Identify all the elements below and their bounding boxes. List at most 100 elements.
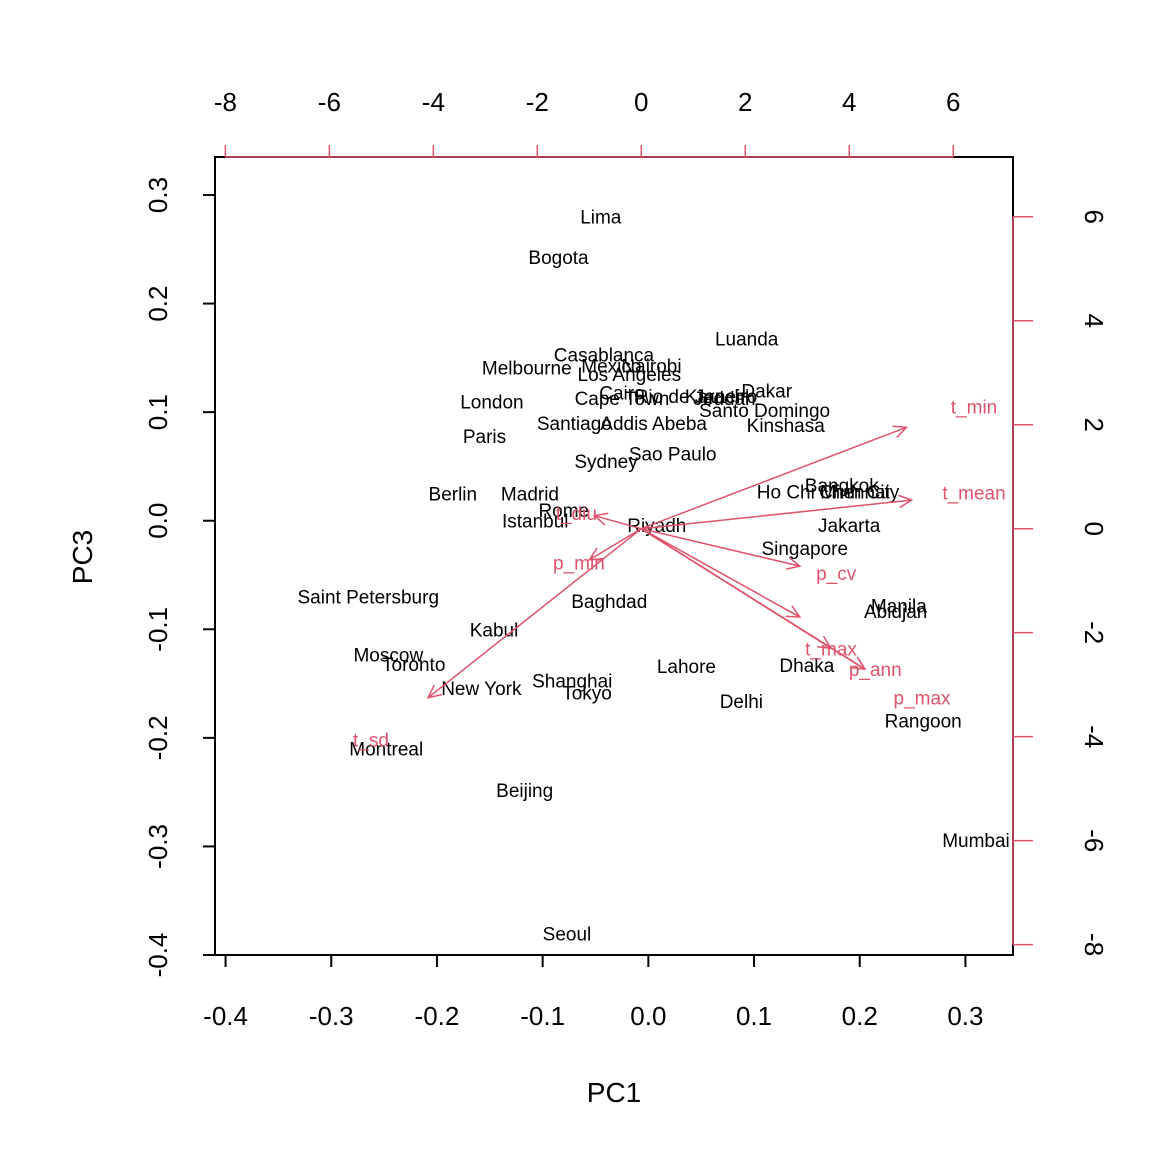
arrow-head bbox=[850, 656, 867, 670]
point-label: Santo Domingo bbox=[699, 401, 830, 422]
point-label: Delhi bbox=[720, 692, 763, 713]
loading-arrow bbox=[594, 514, 642, 530]
point-label: Sydney bbox=[574, 452, 638, 473]
point-label: Lima bbox=[580, 208, 622, 229]
left-y-axis: -0.4 -0.3 -0.2 -0.1 0.0 0.1 0.2 0.3 bbox=[143, 177, 216, 978]
right-tick-label: -2 bbox=[1079, 621, 1109, 644]
arrow-head bbox=[785, 605, 802, 618]
y-axis-title: PC3 bbox=[67, 530, 98, 584]
top-tick-label: 0 bbox=[634, 87, 648, 117]
point-label: Cape Town bbox=[575, 389, 670, 410]
point-label: Los Angeles bbox=[578, 365, 682, 386]
right-tick-label: -4 bbox=[1079, 725, 1109, 748]
point-label: Luanda bbox=[715, 329, 779, 350]
point-label: Melbourne bbox=[482, 359, 572, 380]
bottom-tick-label: -0.2 bbox=[415, 1001, 460, 1031]
left-tick-label: 0.3 bbox=[143, 177, 173, 213]
loading-arrow bbox=[427, 528, 642, 699]
arrow-head bbox=[898, 494, 914, 509]
variable-label: t_mean bbox=[942, 483, 1005, 504]
variable-label: t_sd bbox=[353, 730, 389, 751]
bottom-tick-label: -0.3 bbox=[309, 1001, 354, 1031]
right-tick-label: -8 bbox=[1079, 933, 1109, 956]
loading-arrow bbox=[641, 426, 907, 530]
point-label: Rio de Janeiro bbox=[635, 387, 758, 408]
variable-label: t_min bbox=[951, 398, 997, 419]
point-label: New York bbox=[441, 679, 522, 700]
point-label: Dhaka bbox=[779, 656, 834, 677]
top-tick-label: 6 bbox=[946, 87, 960, 117]
bottom-tick-label: -0.1 bbox=[520, 1001, 565, 1031]
right-tick-label: 2 bbox=[1079, 417, 1109, 431]
top-x-axis: -8 -6 -4 -2 0 2 4 6 bbox=[214, 87, 960, 158]
bottom-tick-label: 0.0 bbox=[630, 1001, 666, 1031]
point-label: Baghdad bbox=[571, 592, 647, 613]
point-label: Saint Petersburg bbox=[297, 588, 439, 609]
bottom-tick-label: -0.4 bbox=[203, 1001, 248, 1031]
point-label: Ho Chi Minh City bbox=[757, 482, 900, 503]
point-label: Karachi bbox=[685, 387, 749, 408]
right-tick-label: 4 bbox=[1079, 314, 1109, 328]
loading-arrow bbox=[640, 528, 866, 670]
top-tick-label: -4 bbox=[422, 87, 445, 117]
bottom-tick-label: 0.1 bbox=[736, 1001, 772, 1031]
top-tick-label: -8 bbox=[214, 87, 237, 117]
point-label: Chennai bbox=[819, 482, 890, 503]
point-label: Dakar bbox=[741, 381, 792, 402]
left-tick-label: -0.4 bbox=[143, 933, 173, 978]
arrow-head bbox=[892, 425, 909, 439]
point-label: Montreal bbox=[349, 740, 423, 761]
arrow-head bbox=[786, 556, 802, 570]
point-label: Istanbul bbox=[502, 512, 569, 533]
point-label: Berlin bbox=[429, 485, 478, 506]
point-label: Seoul bbox=[543, 924, 592, 945]
point-label: Toronto bbox=[382, 655, 445, 676]
loading-arrow bbox=[641, 527, 801, 567]
point-label: Bangkok bbox=[805, 476, 879, 497]
right-tick-label: 0 bbox=[1079, 521, 1109, 535]
point-label: Rome bbox=[538, 501, 589, 522]
top-tick-label: 2 bbox=[738, 87, 752, 117]
arrow-head bbox=[426, 684, 442, 699]
left-tick-label: -0.2 bbox=[143, 715, 173, 760]
point-label: Casablanca bbox=[554, 346, 655, 367]
point-label: Madrid bbox=[501, 485, 559, 506]
left-tick-label: -0.3 bbox=[143, 824, 173, 869]
point-label: Jeddah bbox=[693, 389, 755, 410]
arrow-head bbox=[587, 547, 604, 561]
point-label: Kabul bbox=[470, 620, 519, 641]
point-label: Nairobi bbox=[621, 356, 681, 377]
point-label: Sao Paulo bbox=[629, 444, 717, 465]
loading-arrow bbox=[588, 528, 642, 561]
left-tick-label: 0.0 bbox=[143, 503, 173, 539]
point-label: Santiago bbox=[537, 414, 612, 435]
point-label: Abidjan bbox=[864, 602, 927, 623]
left-tick-label: 0.2 bbox=[143, 285, 173, 321]
x-axis-title: PC1 bbox=[587, 1077, 641, 1108]
point-label: Mexico bbox=[581, 356, 641, 377]
variable-label: p_ann bbox=[849, 660, 902, 681]
variable-label: p_cv bbox=[816, 564, 857, 585]
top-tick-label: -6 bbox=[318, 87, 341, 117]
bottom-tick-label: 0.3 bbox=[947, 1001, 983, 1031]
right-tick-label: -6 bbox=[1079, 829, 1109, 852]
point-label: Bogota bbox=[528, 248, 589, 269]
variable-label: p_max bbox=[894, 689, 952, 710]
point-label: London bbox=[460, 392, 523, 413]
point-label: Manila bbox=[871, 596, 927, 617]
point-label: Shanghai bbox=[532, 671, 612, 692]
point-label: Beijing bbox=[496, 781, 553, 802]
point-label: Singapore bbox=[761, 539, 848, 560]
top-tick-label: -2 bbox=[526, 87, 549, 117]
variable-label: t_max bbox=[805, 639, 857, 660]
loading-arrow bbox=[640, 528, 801, 618]
left-tick-label: -0.1 bbox=[143, 607, 173, 652]
top-tick-label: 4 bbox=[842, 87, 856, 117]
point-label: Jakarta bbox=[818, 516, 881, 537]
point-label: Addis Abeba bbox=[600, 414, 707, 435]
bottom-x-axis: -0.4 -0.3 -0.2 -0.1 0.0 0.1 0.2 0.3 bbox=[203, 954, 984, 1031]
